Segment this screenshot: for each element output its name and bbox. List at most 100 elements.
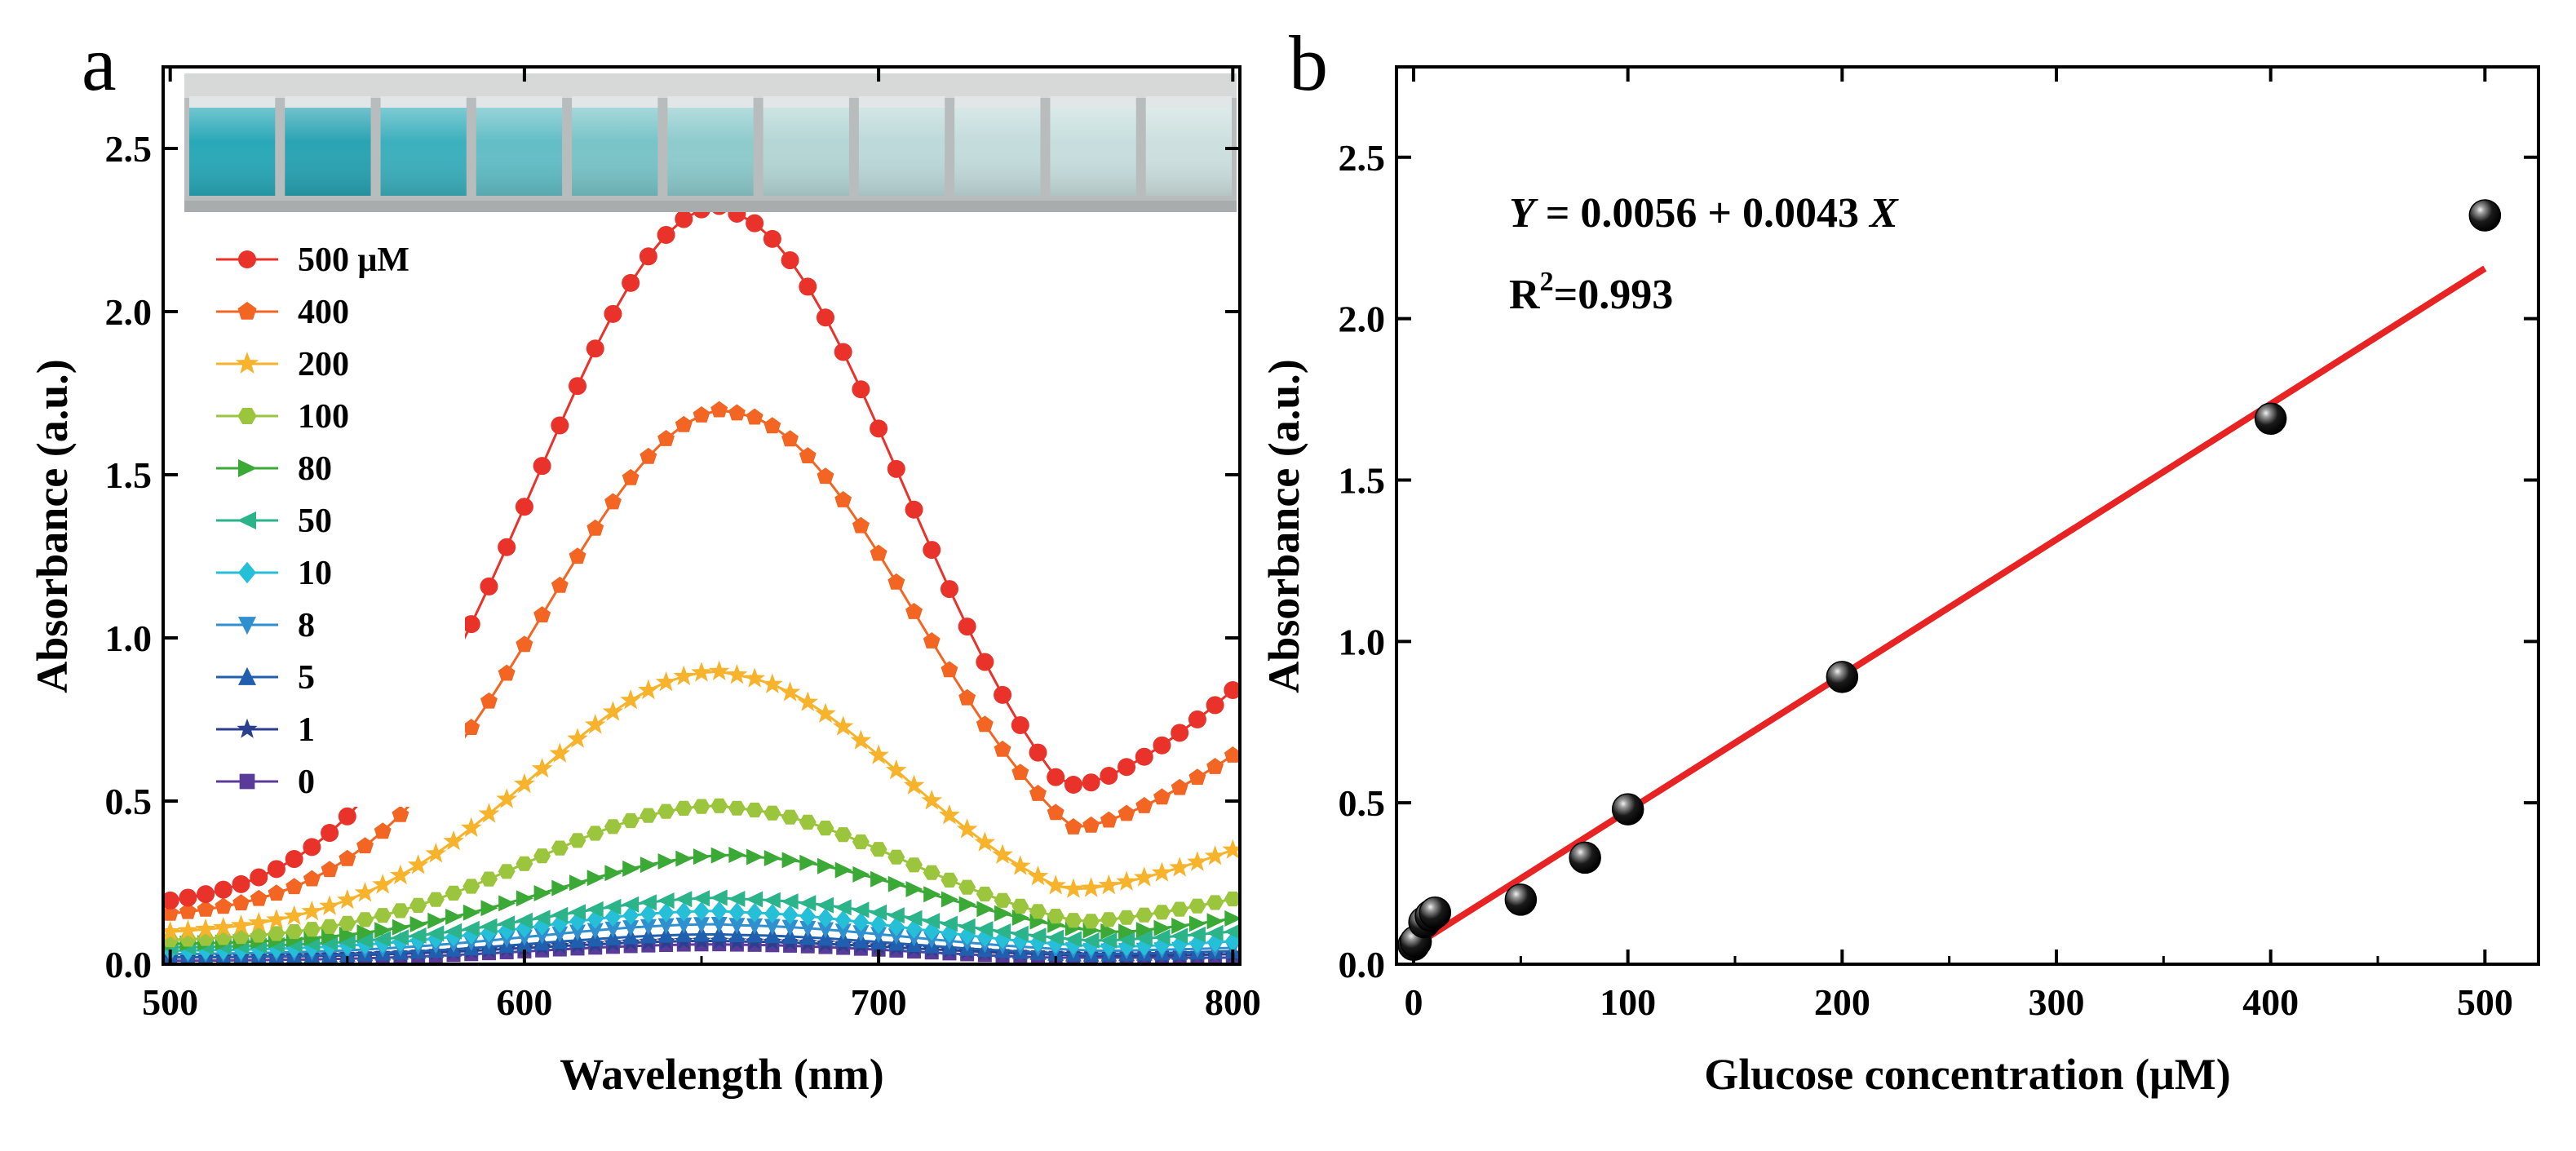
y-tick-label: 1.0: [105, 618, 153, 659]
data-point: [958, 618, 976, 636]
data-point: [940, 915, 958, 932]
data-point: [834, 491, 852, 507]
data-point: [815, 702, 836, 723]
vial: [476, 96, 563, 196]
data-point: [675, 917, 693, 934]
data-point: [1206, 758, 1224, 774]
data-point: [870, 914, 887, 934]
data-point: [321, 824, 339, 843]
data-point: [551, 840, 569, 856]
data-point: [214, 880, 232, 899]
data-point: [746, 802, 764, 818]
y-tick-label: 0.5: [105, 781, 153, 822]
panel-b: b 0 100 200 300 400 500 0.0 0.5 1.0 1.5 2.0 2.5 Y …: [1259, 20, 2540, 1099]
vial-rim: [1050, 96, 1136, 108]
data-point: [1011, 764, 1029, 781]
data-point: [443, 830, 464, 851]
data-point: [887, 875, 905, 892]
data-point: [710, 401, 728, 418]
series-2: [163, 401, 1240, 921]
legend-label: 5: [298, 659, 315, 697]
data-point: [1188, 768, 1206, 786]
vial-rim: [858, 96, 945, 108]
x-axis-b: 0 100 200 300 400 500: [1405, 67, 2513, 1023]
data-point: [567, 728, 588, 748]
data-point: [657, 918, 675, 935]
data-point: [728, 847, 746, 863]
data-point: [710, 901, 728, 921]
data-point: [1153, 905, 1171, 920]
panel-a-label: a: [82, 20, 117, 107]
data-point: [640, 919, 657, 936]
data-point: [604, 865, 622, 882]
data-point: [817, 821, 834, 836]
data-point: [1169, 857, 1190, 877]
data-point: [1135, 907, 1153, 923]
data-point: [746, 918, 764, 935]
data-point: [675, 901, 693, 922]
legend-background: [196, 224, 465, 807]
data-point: [657, 225, 675, 244]
data-point: [374, 822, 392, 839]
data-point: [974, 831, 996, 852]
data-point: [708, 660, 730, 680]
y-tick-label: 0.0: [1339, 944, 1386, 985]
x-tick-label: 800: [1205, 981, 1261, 1023]
legend-marker: [238, 666, 256, 685]
vial: [572, 96, 658, 196]
data-point: [976, 901, 994, 918]
data-point: [586, 870, 604, 887]
data-point: [1064, 931, 1082, 948]
data-point: [1063, 878, 1084, 898]
scatter-points-group: [1397, 199, 2502, 962]
data-point: [675, 891, 693, 908]
data-point: [958, 896, 976, 913]
data-point: [232, 874, 250, 893]
data-point: [834, 861, 852, 879]
data-point: [427, 925, 445, 942]
data-point: [762, 673, 783, 693]
data-point: [372, 874, 393, 894]
data-point: [1047, 929, 1064, 946]
data-point: [852, 516, 870, 533]
data-point: [834, 899, 852, 916]
data-point: [515, 912, 533, 929]
data-point: [675, 800, 693, 816]
data-point: [533, 457, 551, 476]
data-point: [905, 910, 923, 927]
data-point: [303, 870, 321, 887]
data-point: [1082, 932, 1100, 949]
x-tick-label: 200: [1814, 981, 1870, 1023]
data-point: [710, 917, 728, 933]
data-point: [549, 742, 571, 763]
data-point: [1118, 758, 1136, 777]
data-point: [657, 803, 675, 819]
data-point: [569, 924, 586, 941]
data-point: [781, 919, 799, 936]
data-point: [1171, 901, 1188, 917]
y-tick-label: 1.5: [105, 454, 153, 496]
legend-entry: 200: [216, 346, 349, 383]
data-point: [852, 912, 870, 932]
vial-glass: [1145, 106, 1232, 196]
data-point: [799, 277, 817, 296]
data-point: [1135, 930, 1153, 947]
data-point: [407, 854, 429, 874]
data-point: [463, 904, 480, 921]
legend-marker: [237, 718, 258, 738]
legend-label: 1: [298, 711, 315, 749]
data-point: [533, 606, 551, 622]
data-point: [994, 905, 1012, 922]
vial-rim: [763, 96, 849, 108]
data-point: [354, 882, 376, 902]
vial: [667, 96, 754, 196]
vial: [189, 96, 276, 196]
data-point: [976, 921, 994, 937]
data-point: [604, 921, 622, 938]
vial-glass: [189, 106, 276, 196]
vial-photo-inset: [184, 73, 1237, 212]
data-point: [463, 719, 480, 735]
data-point: [516, 890, 533, 907]
data-point: [640, 904, 657, 924]
data-point: [1153, 929, 1171, 945]
